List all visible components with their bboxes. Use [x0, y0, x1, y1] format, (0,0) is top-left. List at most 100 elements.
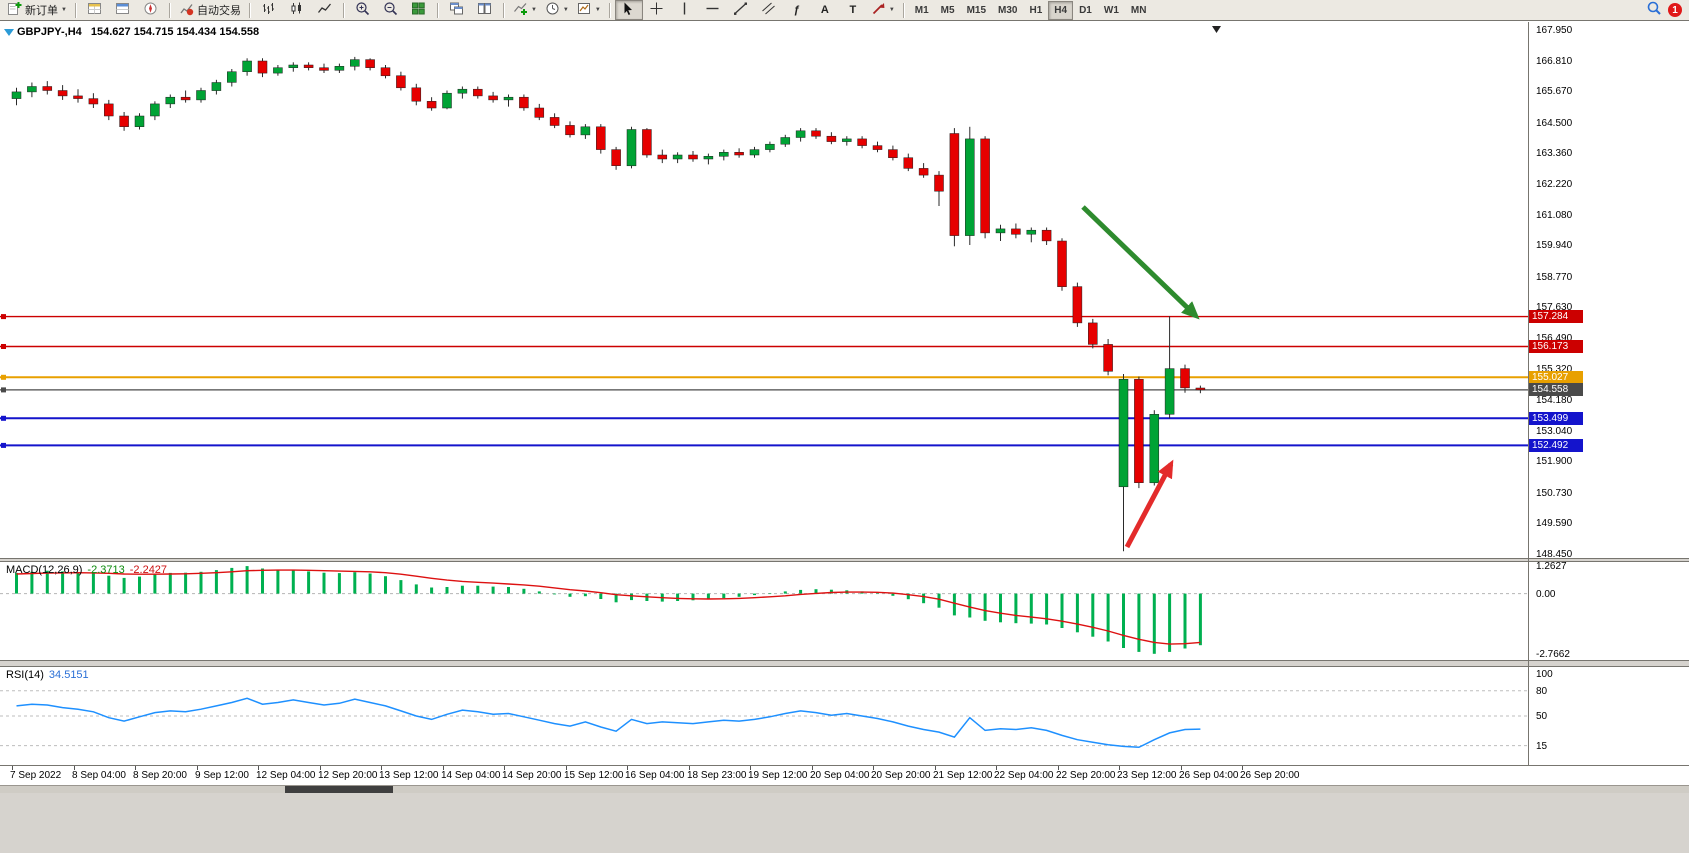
- cascade-windows-button[interactable]: [443, 0, 471, 20]
- price-tick-label: 163.360: [1536, 148, 1573, 159]
- time-tick: [1181, 766, 1182, 770]
- time-tick: [1058, 766, 1059, 770]
- price-axis[interactable]: 167.950 166.810 165.670 164.500 163.360 162.2…: [1529, 22, 1689, 560]
- price-tick-label: 162.220: [1536, 179, 1573, 190]
- price-tick-label: 167.950: [1536, 25, 1573, 36]
- price-tick-label: 149.590: [1536, 518, 1573, 529]
- pane-divider[interactable]: [0, 660, 1689, 667]
- time-label: 16 Sep 04:00: [625, 770, 685, 781]
- timeframe-m30-button[interactable]: M30: [998, 4, 1018, 16]
- timeframe-d1-button[interactable]: D1: [1079, 4, 1092, 16]
- time-tick: [258, 766, 259, 770]
- tile-windows-button[interactable]: [405, 0, 433, 20]
- crosshair-tool-button[interactable]: [643, 0, 671, 20]
- one-click-trading-toggle[interactable]: [4, 29, 14, 36]
- active-chart-tab[interactable]: [285, 786, 393, 794]
- price-tag: 157.284: [1529, 310, 1583, 323]
- price-tick-label: 157.630: [1536, 302, 1573, 313]
- window-bottom-area: [0, 793, 1689, 853]
- time-label: 13 Sep 12:00: [379, 770, 439, 781]
- new-order-button[interactable]: 新订单 ▼: [3, 0, 71, 20]
- zoom-in-button[interactable]: [349, 0, 377, 20]
- time-tick: [320, 766, 321, 770]
- timeframe-h4-button[interactable]: H4: [1048, 0, 1074, 20]
- data-window-icon: [115, 1, 130, 19]
- cursor-tool-button[interactable]: [614, 0, 643, 20]
- autotrading-button[interactable]: 自动交易: [175, 0, 245, 20]
- line-chart-button[interactable]: [311, 0, 339, 20]
- price-tick-label: 165.670: [1536, 86, 1573, 97]
- search-icon[interactable]: [1646, 0, 1662, 21]
- time-label: 14 Sep 20:00: [502, 770, 562, 781]
- rsi-chart[interactable]: [0, 667, 1528, 765]
- macd-chart[interactable]: [0, 562, 1528, 660]
- timeframe-m15-button[interactable]: M15: [966, 4, 987, 16]
- periods-button[interactable]: ▼: [541, 0, 573, 20]
- new-order-icon: [7, 1, 22, 19]
- chevron-down-icon: ▼: [594, 7, 601, 13]
- indicators-button[interactable]: ▼: [509, 0, 541, 20]
- time-label: 26 Sep 04:00: [1179, 770, 1239, 781]
- text-tool-button[interactable]: A: [811, 0, 839, 20]
- axis-separator-line: [1528, 22, 1529, 765]
- templates-button[interactable]: ▼: [573, 0, 605, 20]
- chevron-down-icon: ▼: [530, 7, 537, 13]
- toolbar-separator: [342, 2, 345, 18]
- rsi-axis[interactable]: 100 80 50 15: [1529, 667, 1689, 765]
- horizontal-line-tool-button[interactable]: [699, 0, 727, 20]
- text-label-tool-button[interactable]: T: [839, 0, 867, 20]
- time-label: 20 Sep 04:00: [810, 770, 870, 781]
- macd-tick-label: 1.2627: [1536, 561, 1567, 572]
- rsi-pane[interactable]: RSI(14) 34.5151: [0, 667, 1528, 765]
- navigator-button[interactable]: [137, 0, 165, 20]
- time-label: 7 Sep 2022: [10, 770, 62, 781]
- notifications-badge[interactable]: 1: [1668, 3, 1682, 17]
- pane-divider[interactable]: [0, 558, 1689, 562]
- price-tag: 153.499: [1529, 412, 1583, 425]
- channel-tool-button[interactable]: [755, 0, 783, 20]
- candlestick-chart-icon: [289, 1, 304, 19]
- main-chart-pane[interactable]: GBPJPY-,H4 154.627 154.715 154.434 154.5…: [0, 22, 1528, 558]
- timeframe-m1-button[interactable]: M1: [914, 4, 929, 16]
- data-window-button[interactable]: [109, 0, 137, 20]
- arrange-windows-button[interactable]: [471, 0, 499, 20]
- time-tick: [504, 766, 505, 770]
- bar-chart-button[interactable]: [255, 0, 283, 20]
- time-axis[interactable]: 7 Sep 2022 8 Sep 04:00 8 Sep 20:00 9 Sep 12…: [0, 766, 1689, 785]
- timeframe-h1-button[interactable]: H1: [1029, 4, 1043, 16]
- timeframe-m5-button[interactable]: M5: [940, 4, 955, 16]
- time-label: 8 Sep 04:00: [72, 770, 126, 781]
- time-tick: [381, 766, 382, 770]
- trendline-tool-button[interactable]: [727, 0, 755, 20]
- macd-axis[interactable]: 1.2627 0.00 -2.7662: [1529, 561, 1689, 660]
- zoom-out-button[interactable]: [377, 0, 405, 20]
- time-tick: [873, 766, 874, 770]
- candlestick-chart[interactable]: [0, 22, 1528, 558]
- time-label: 12 Sep 20:00: [318, 770, 378, 781]
- arrows-tool-button[interactable]: ▼: [867, 0, 899, 20]
- price-tag: 152.492: [1529, 439, 1583, 452]
- chart-tabs-bar[interactable]: [0, 785, 1689, 794]
- fibonacci-tool-button[interactable]: ƒ: [783, 0, 811, 20]
- vertical-line-tool-button[interactable]: [671, 0, 699, 20]
- candlestick-chart-button[interactable]: [283, 0, 311, 20]
- time-tick: [935, 766, 936, 770]
- rsi-value: 34.5151: [48, 669, 89, 681]
- navigator-icon: [143, 1, 158, 19]
- template-icon: [577, 1, 592, 19]
- timeframe-w1-button[interactable]: W1: [1103, 4, 1119, 16]
- macd-pane[interactable]: MACD(12,26,9) -2.3713 -2.2427: [0, 562, 1528, 660]
- market-watch-button[interactable]: [81, 0, 109, 20]
- toolbar-separator: [248, 2, 251, 18]
- time-label: 12 Sep 04:00: [256, 770, 316, 781]
- time-tick: [689, 766, 690, 770]
- macd-signal-value: -2.2427: [129, 564, 168, 576]
- tile-windows-icon: [411, 1, 426, 19]
- price-tick-label: 151.900: [1536, 456, 1573, 467]
- reversal-arrow: [1124, 459, 1174, 549]
- crosshair-icon: [649, 1, 664, 19]
- autotrading-icon: [179, 1, 194, 19]
- time-tick: [197, 766, 198, 770]
- timeframe-mn-button[interactable]: MN: [1130, 4, 1147, 16]
